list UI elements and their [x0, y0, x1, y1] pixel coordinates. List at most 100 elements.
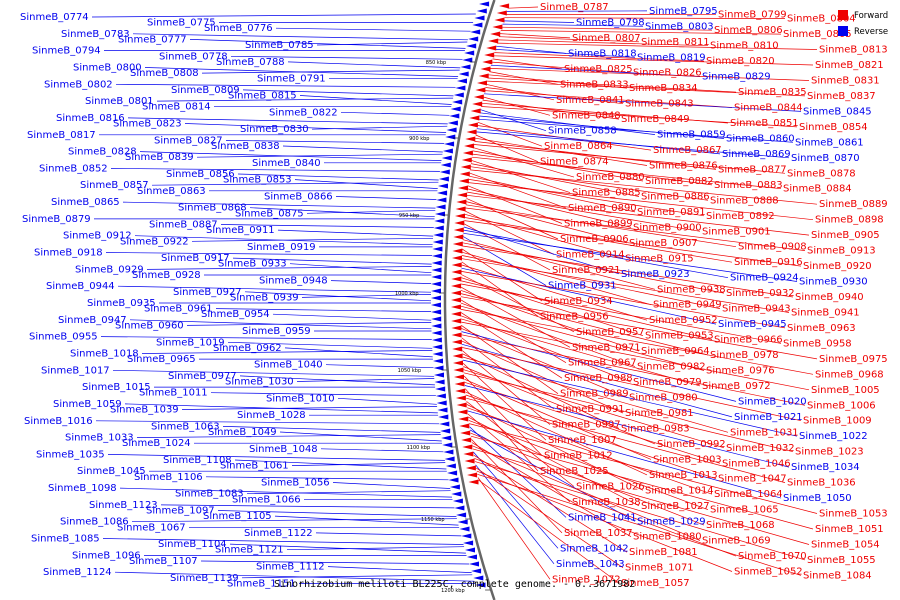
reverse-feature	[444, 141, 455, 147]
gene-label: SinmeB_1019	[156, 337, 225, 348]
gene-label: SinmeB_1005	[811, 385, 880, 396]
gene-label: SinmeB_0991	[556, 404, 625, 415]
link-line	[301, 294, 432, 298]
gene-label: SinmeB_0783	[61, 29, 130, 40]
reverse-feature	[436, 400, 447, 406]
gene-label: SinmeB_1018	[70, 349, 139, 360]
link-line	[184, 123, 447, 133]
gene-label: SinmeB_0860	[726, 134, 795, 145]
gene-label: SinmeB_1083	[175, 489, 244, 500]
reverse-feature	[438, 183, 448, 189]
gene-label: SinmeB_1121	[215, 545, 284, 556]
reverse-feature	[468, 36, 479, 42]
link-line	[464, 378, 652, 460]
gene-label: SinmeB_0840	[252, 158, 321, 169]
link-line	[461, 258, 790, 313]
forward-feature	[484, 52, 495, 58]
forward-feature	[451, 262, 462, 268]
link-line	[492, 58, 563, 70]
reverse-feature	[435, 386, 446, 392]
tick-label: 1050 kbp	[398, 368, 422, 374]
gene-label: SinmeB_0777	[118, 34, 187, 45]
link-line	[205, 476, 449, 481]
gene-label: SinmeB_1071	[625, 563, 694, 574]
gene-label: SinmeB_0944	[46, 281, 115, 292]
link-line	[475, 134, 539, 163]
link-line	[479, 112, 656, 135]
gene-label: SinmeB_0875	[235, 208, 304, 219]
reverse-feature	[439, 421, 450, 427]
gene-label: SinmeB_0853	[223, 175, 292, 186]
link-line	[296, 378, 435, 382]
gene-label: SinmeB_0963	[787, 323, 856, 334]
reverse-feature	[431, 330, 442, 336]
gene-label: SinmeB_0992	[657, 439, 726, 450]
gene-label: SinmeB_0776	[204, 23, 273, 34]
gene-label: SinmeB_0835	[738, 87, 807, 98]
gene-label: SinmeB_0957	[576, 327, 645, 338]
gene-label: SinmeB_0857	[80, 180, 149, 191]
reverse-feature	[475, 582, 486, 588]
gene-label: SinmeB_0908	[738, 242, 807, 253]
gene-label: SinmeB_1049	[208, 427, 277, 438]
reverse-feature	[455, 85, 466, 91]
link-line	[465, 204, 737, 248]
gene-label: SinmeB_0869	[722, 149, 791, 160]
gene-label: SinmeB_1065	[710, 505, 779, 516]
link-line	[482, 99, 620, 120]
gene-label: SinmeB_0822	[269, 107, 338, 118]
gene-label: SinmeB_0958	[783, 338, 852, 349]
reverse-feature	[441, 155, 452, 161]
link-line	[460, 290, 640, 352]
link-line	[468, 420, 709, 511]
gene-label: SinmeB_0801	[85, 96, 154, 107]
link-line	[160, 504, 455, 509]
link-line	[504, 17, 786, 19]
gene-label: SinmeB_0804	[787, 14, 856, 25]
link-line	[467, 188, 632, 228]
gene-label: SinmeB_0915	[625, 253, 694, 264]
link-line	[480, 109, 547, 132]
gene-label: SinmeB_0960	[115, 320, 184, 331]
forward-feature	[494, 17, 505, 23]
link-line	[462, 363, 547, 441]
link-line	[468, 182, 814, 221]
gene-label: SinmeB_0900	[633, 222, 702, 233]
gene-label: SinmeB_0962	[213, 343, 282, 354]
gene-label: SinmeB_1011	[139, 388, 208, 399]
gene-label: SinmeB_0918	[34, 248, 103, 259]
forward-feature	[457, 192, 468, 198]
gene-label: SinmeB_0876	[649, 161, 718, 172]
reverse-feature	[433, 365, 444, 371]
forward-feature	[467, 472, 478, 478]
link-line	[497, 39, 709, 47]
link-line	[335, 196, 437, 200]
legend-label: Forward	[854, 11, 888, 21]
link-line	[495, 49, 636, 58]
link-line	[274, 515, 459, 526]
gene-label: SinmeB_1066	[232, 494, 301, 505]
gene-label: SinmeB_1097	[146, 506, 215, 517]
forward-feature	[456, 402, 467, 408]
gene-label: SinmeB_0802	[44, 79, 113, 90]
genome-backbone-arc	[443, 0, 496, 600]
gene-label: SinmeB_0815	[228, 91, 297, 102]
gene-label: SinmeB_0807	[572, 33, 641, 44]
forward-feature	[451, 339, 462, 345]
link-line	[487, 77, 737, 93]
link-line	[493, 55, 814, 66]
gene-label: SinmeB_0983	[621, 424, 690, 435]
link-line	[227, 341, 433, 349]
gene-label: SinmeB_0826	[633, 68, 702, 79]
gene-label: SinmeB_0920	[803, 261, 872, 272]
link-line	[115, 83, 456, 88]
reverse-feature	[432, 344, 443, 350]
forward-feature	[454, 374, 464, 380]
gene-label: SinmeB_1139	[170, 573, 239, 584]
gene-label: SinmeB_0971	[572, 342, 641, 353]
link-line	[325, 364, 434, 369]
reverse-feature	[431, 323, 442, 329]
forward-feature	[482, 59, 493, 65]
gene-label: SinmeB_0891	[637, 207, 706, 218]
gene-label: SinmeB_0864	[544, 141, 613, 152]
